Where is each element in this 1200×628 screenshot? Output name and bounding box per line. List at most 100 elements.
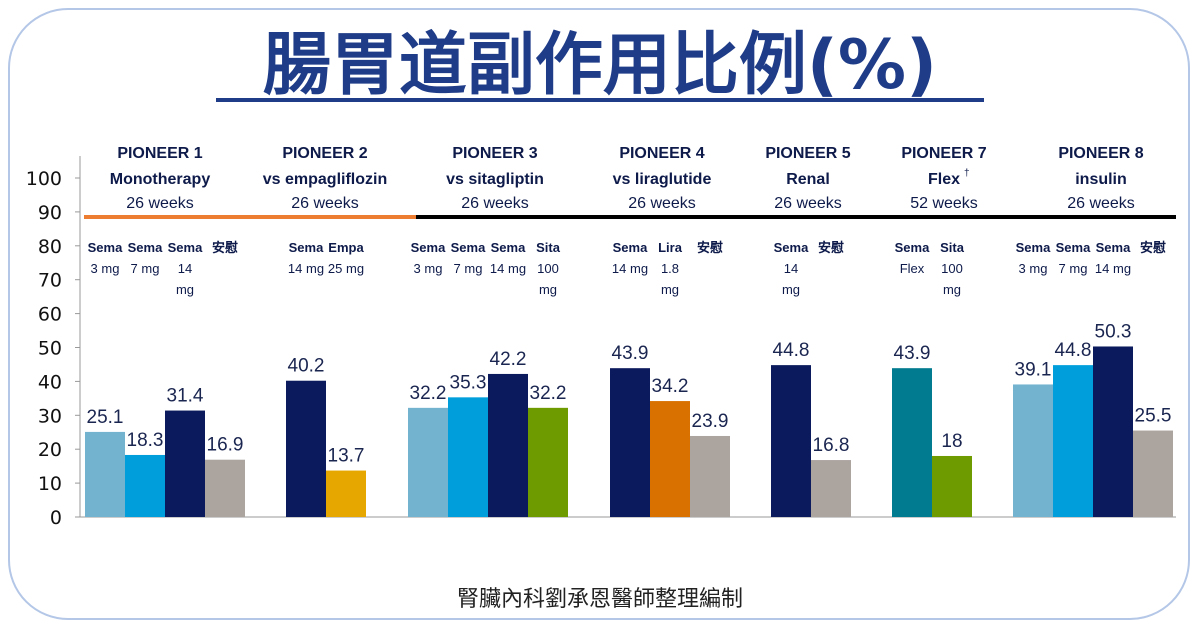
bar-drug-label: Empa: [328, 240, 364, 255]
group-name: PIONEER 2: [282, 145, 367, 162]
bar: [1133, 430, 1173, 517]
bar: [1093, 346, 1133, 517]
bar-dose-label: 7 mg: [1059, 261, 1088, 276]
bar-drug-label: Sema: [895, 240, 930, 255]
y-tick-label: 100: [26, 168, 62, 190]
group-name: PIONEER 7: [901, 145, 986, 162]
y-tick-label: 60: [38, 304, 62, 326]
bar-value-label: 18.3: [127, 430, 164, 451]
bar: [528, 407, 568, 517]
bar-drug-label: Sema: [491, 240, 526, 255]
bar-dose-label: 3 mg: [414, 261, 443, 276]
group-name: PIONEER 3: [452, 145, 537, 162]
y-tick-label: 20: [38, 439, 62, 461]
bar-drug-label: 安慰: [818, 240, 844, 255]
bar-dose-label: 100: [537, 261, 559, 276]
plot-area: 0 10 20 30 40 50 60 70 80 90 100 PIONEER 1 Monothera…: [26, 145, 1176, 529]
bar-dose-label: 14 mg: [490, 261, 526, 276]
bar-drug-label: Sema: [411, 240, 446, 255]
bar-dose-label: mg: [943, 282, 961, 297]
bar: [610, 368, 650, 517]
bar-value-label: 16.8: [813, 435, 850, 456]
bar-dose-label: 7 mg: [131, 261, 160, 276]
bar-dose-label: 25 mg: [328, 261, 364, 276]
bar-dose-label: 14: [784, 261, 798, 276]
bar-drug-label: 安慰: [697, 240, 723, 255]
bar-value-label: 43.9: [612, 343, 649, 364]
y-tick-label: 30: [38, 405, 62, 427]
group-subtitle: vs sitagliptin: [446, 171, 544, 188]
group-duration: 26 weeks: [774, 195, 842, 212]
bar-value-label: 32.2: [530, 383, 567, 404]
bar-drug-label: Sema: [451, 240, 486, 255]
bar-drug-label: Sema: [774, 240, 809, 255]
bar-drug-label: Sema: [1096, 240, 1131, 255]
group-name: PIONEER 5: [765, 145, 850, 162]
bar-dose-label: 14 mg: [1095, 261, 1131, 276]
bar-value-label: 35.3: [450, 372, 487, 393]
bar-drug-label: Sema: [88, 240, 123, 255]
bar-dose-label: 7 mg: [454, 261, 483, 276]
bar-value-label: 16.9: [207, 435, 244, 456]
group-subtitle-sup: †: [964, 168, 970, 179]
bar: [165, 410, 205, 517]
group-duration: 52 weeks: [910, 195, 978, 212]
group-name: PIONEER 8: [1058, 145, 1143, 162]
bar: [448, 397, 488, 517]
group-subtitle: insulin: [1075, 171, 1127, 188]
bar-dose-label: 3 mg: [91, 261, 120, 276]
group-subtitle: Flex: [928, 171, 960, 188]
bar-value-label: 44.8: [1055, 340, 1092, 361]
bar: [690, 435, 730, 517]
y-tick-label: 40: [38, 371, 62, 393]
bar-value-label: 13.7: [328, 446, 365, 467]
group-name: PIONEER 4: [619, 145, 704, 162]
bar-value-label: 23.9: [692, 411, 729, 432]
bar-dose-label: 1.8: [661, 261, 679, 276]
bar: [932, 455, 972, 517]
bar: [125, 454, 165, 517]
bar: [488, 373, 528, 517]
group-subtitle: vs liraglutide: [613, 171, 712, 188]
bar-value-label: 31.4: [167, 386, 204, 407]
y-tick-label: 50: [38, 338, 62, 360]
bar: [286, 380, 326, 517]
bar-dose-label: mg: [539, 282, 557, 297]
bar-drug-label: Sema: [168, 240, 203, 255]
y-tick-label: 70: [38, 270, 62, 292]
bar-drug-label: Sema: [1056, 240, 1091, 255]
bar-dose-label: Flex: [900, 261, 925, 276]
bar: [771, 365, 811, 517]
group-duration: 26 weeks: [1067, 195, 1135, 212]
bar-dose-label: 3 mg: [1019, 261, 1048, 276]
bar-dose-label: 14 mg: [612, 261, 648, 276]
bar: [326, 470, 366, 517]
bar-dose-label: mg: [661, 282, 679, 297]
bar: [1013, 384, 1053, 517]
bar-value-label: 18: [941, 431, 962, 452]
bar-dose-label: 14 mg: [288, 261, 324, 276]
bar-value-label: 40.2: [288, 356, 325, 377]
bar-drug-label: 安慰: [1140, 240, 1166, 255]
bar-value-label: 44.8: [773, 340, 810, 361]
y-tick-label: 90: [38, 202, 62, 224]
bar-value-label: 25.5: [1135, 406, 1172, 427]
footer-credit: 腎臟內科劉承恩醫師整理編制: [457, 587, 743, 612]
bar: [892, 368, 932, 517]
y-tick-label: 0: [50, 507, 62, 529]
bar-drug-label: Sita: [940, 240, 965, 255]
bar-value-label: 34.2: [652, 376, 689, 397]
bar: [408, 407, 448, 517]
bar-value-label: 50.3: [1095, 321, 1132, 342]
group-duration: 26 weeks: [461, 195, 529, 212]
bar-dose-label: mg: [176, 282, 194, 297]
bar: [650, 401, 690, 517]
bar-value-label: 39.1: [1015, 359, 1052, 380]
bar-drug-label: Sema: [289, 240, 324, 255]
bar-value-label: 25.1: [87, 407, 124, 428]
bar-drug-label: 安慰: [212, 240, 238, 255]
group-duration: 26 weeks: [291, 195, 359, 212]
group-subtitle: vs empagliflozin: [263, 171, 387, 188]
bar-value-label: 32.2: [410, 383, 447, 404]
